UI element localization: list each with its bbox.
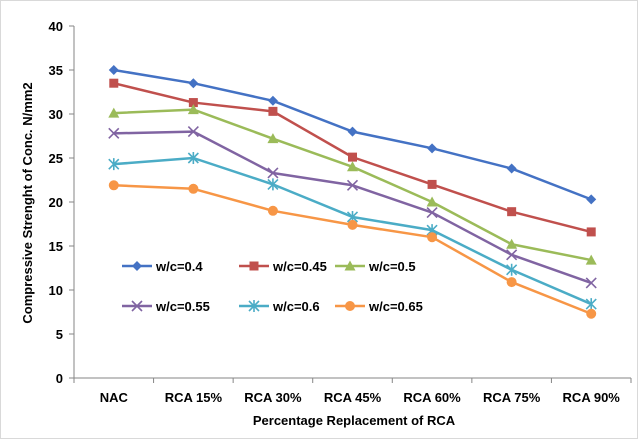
legend-swatch-marker — [131, 300, 143, 312]
legend-swatch-marker — [249, 261, 259, 271]
data-point — [187, 152, 199, 164]
data-point — [187, 126, 199, 138]
legend-item: w/c=0.55 — [122, 299, 210, 314]
x-tick-label: RCA 75% — [483, 390, 541, 405]
legend-label: w/c=0.4 — [155, 259, 203, 274]
data-point — [188, 78, 199, 89]
y-tick-label: 30 — [49, 107, 63, 122]
x-tick-label: RCA 15% — [165, 390, 223, 405]
data-point — [267, 178, 279, 191]
data-point — [267, 95, 278, 106]
legend-swatch-marker — [132, 261, 142, 271]
x-tick-label: RCA 90% — [563, 390, 621, 405]
data-point — [506, 263, 518, 276]
y-tick-label: 25 — [49, 151, 63, 166]
legend-item: w/c=0.6 — [239, 299, 320, 314]
data-point — [585, 277, 597, 289]
y-tick-label: 15 — [49, 239, 63, 254]
series-1 — [108, 65, 597, 205]
legend-label: w/c=0.6 — [272, 299, 320, 314]
data-point — [268, 106, 278, 116]
data-point — [108, 65, 119, 75]
series-3 — [108, 104, 597, 265]
series-group — [108, 65, 597, 319]
y-tick-label: 10 — [49, 283, 63, 298]
y-tick-label: 35 — [49, 63, 63, 78]
data-point — [348, 152, 357, 162]
data-point — [108, 127, 120, 139]
data-point — [427, 179, 437, 189]
data-point — [506, 238, 518, 249]
data-point — [346, 179, 359, 191]
data-point — [188, 183, 199, 194]
data-point — [347, 126, 358, 137]
data-point — [267, 133, 279, 144]
data-point — [347, 219, 358, 230]
y-tick-label: 5 — [56, 327, 63, 342]
series-2 — [109, 78, 596, 237]
y-axis-title-group: Compressive Strenght of Conc. N/mm2 — [20, 82, 35, 323]
data-point — [347, 161, 358, 172]
data-point — [426, 196, 438, 207]
x-tick-label: RCA 30% — [244, 390, 302, 405]
y-tick-label: 20 — [49, 195, 63, 210]
legend-item: w/c=0.4 — [122, 259, 203, 274]
legend-item: w/c=0.65 — [335, 299, 423, 314]
legend-label: w/c=0.65 — [368, 299, 423, 314]
data-point — [426, 206, 438, 219]
series-line — [113, 184, 592, 315]
series-line — [113, 156, 592, 306]
series-4 — [108, 126, 597, 289]
series-6 — [108, 180, 597, 319]
legend-label: w/c=0.5 — [368, 259, 416, 274]
data-point — [427, 232, 438, 243]
legend-swatch-marker — [344, 260, 356, 271]
data-point — [586, 308, 597, 319]
data-point — [267, 205, 278, 216]
data-point — [585, 298, 597, 311]
legend-label: w/c=0.55 — [155, 299, 210, 314]
y-tick-labels: 0 5 10 15 20 25 30 35 40 — [49, 19, 63, 386]
legend-item: w/c=0.5 — [335, 259, 416, 274]
data-point — [506, 249, 518, 261]
legend: w/c=0.4 w/c=0.45 w/c=0.5 w/c=0.55 w/c=0.6 w/c… — [122, 259, 423, 314]
legend-swatch-marker — [345, 301, 355, 311]
x-tick-label: NAC — [100, 390, 129, 405]
data-point — [506, 277, 517, 288]
data-point — [586, 194, 597, 205]
data-point — [506, 163, 517, 174]
y-tick-label: 40 — [49, 19, 63, 34]
data-point — [109, 78, 119, 88]
y-axis-title: Compressive Strenght of Conc. N/mm2 — [20, 82, 35, 323]
x-tick-label: RCA 60% — [403, 390, 461, 405]
data-point — [586, 227, 596, 237]
x-tick-labels: NAC RCA 15% RCA 30% RCA 45% RCA 60% RCA 75% RC… — [100, 390, 621, 405]
y-tick-label: 0 — [56, 371, 63, 386]
legend-swatch-marker — [248, 300, 260, 312]
data-point — [507, 207, 517, 217]
legend-label: w/c=0.45 — [272, 259, 327, 274]
legend-item: w/c=0.45 — [239, 259, 327, 274]
data-point — [188, 98, 198, 108]
data-point — [108, 180, 119, 191]
data-point — [187, 104, 199, 115]
x-axis-title: Percentage Replacement of RCA — [253, 413, 456, 428]
data-point — [427, 143, 438, 154]
x-tick-label: RCA 45% — [324, 390, 382, 405]
axes — [69, 25, 632, 383]
data-point — [108, 158, 120, 171]
data-point — [108, 107, 120, 118]
data-point — [585, 254, 597, 265]
data-point — [267, 167, 279, 179]
